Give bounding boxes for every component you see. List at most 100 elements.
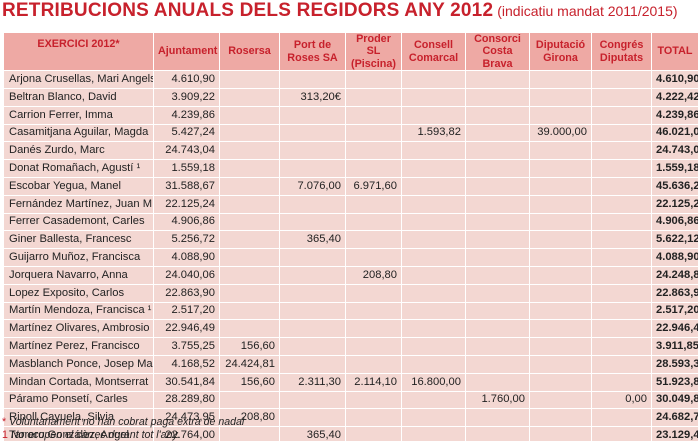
amount-cell: 28.289,80 [153, 390, 220, 410]
amount-cell [345, 88, 402, 107]
amount-cell [219, 426, 280, 441]
table-row: Casamitjana Aguilar, Magda 5.427,24 1.593,… [3, 123, 699, 143]
amount-cell [219, 283, 280, 303]
total-cell: 24.743,04 [651, 141, 699, 161]
amount-cell [345, 248, 402, 267]
amount-cell [529, 283, 592, 303]
total-cell: 4.239,86 [651, 105, 699, 125]
amount-cell [279, 265, 346, 285]
amount-cell: 30.541,84 [153, 372, 220, 392]
title-subtitle: (indicatiu mandat 2011/2015) [497, 3, 678, 19]
amount-cell [279, 390, 346, 410]
amount-cell [465, 177, 530, 196]
total-cell: 23.129,40 [651, 426, 699, 441]
amount-cell [345, 212, 402, 232]
amount-cell [529, 390, 592, 410]
footnote-2-text: No ocupen el càrrec durant tot l'any. [10, 428, 180, 441]
amount-cell: 313,20€ [279, 88, 346, 107]
table-row: Arjona Crusellas, Mari Angels 4.610,90 4.6… [3, 70, 699, 90]
amount-cell [465, 141, 530, 161]
regidor-name-cell: Martínez Olivares, Ambrosio [3, 319, 154, 339]
amount-cell: 4.610,90 [153, 70, 220, 90]
amount-cell [401, 88, 466, 107]
amount-cell: 22.863,90 [153, 283, 220, 303]
amount-cell [465, 319, 530, 339]
amount-cell [465, 426, 530, 441]
amount-cell [465, 70, 530, 90]
amount-cell [345, 301, 402, 321]
amount-cell [279, 123, 346, 143]
amount-cell [401, 354, 466, 374]
amount-cell [219, 319, 280, 339]
table-row: Tarrero González, Angel 22.764,00 365,40 23… [3, 426, 699, 441]
regidor-name-cell: Guijarro Muñoz, Francisca [3, 248, 154, 267]
amount-cell [529, 265, 592, 285]
amount-cell [465, 159, 530, 178]
amount-cell [591, 372, 652, 392]
table-row: Martínez Olivares, Ambrosio 22.946,49 22.9… [3, 319, 699, 339]
total-cell: 22.863,90 [651, 283, 699, 303]
amount-cell [401, 159, 466, 178]
amount-cell [591, 301, 652, 321]
table-row: Beltran Blanco, David 3.909,22 313,20€ 4.22… [3, 88, 699, 107]
total-cell: 5.622,12 [651, 230, 699, 250]
column-header: TOTAL [651, 31, 699, 72]
table-row: Giner Ballesta, Francesc 5.256,72 365,40 5.… [3, 230, 699, 250]
amount-cell: 3.909,22 [153, 88, 220, 107]
amount-cell: 7.076,00 [279, 177, 346, 196]
amount-cell [529, 319, 592, 339]
amount-cell [279, 141, 346, 161]
total-cell: 22.946,49 [651, 319, 699, 339]
amount-cell [465, 265, 530, 285]
regidor-name-cell: Giner Ballesta, Francesc [3, 230, 154, 250]
amount-cell: 156,60 [219, 337, 280, 356]
amount-cell: 0,00 [591, 390, 652, 410]
table-row: Ferrer Casademont, Carles 4.906,86 4.906,8… [3, 212, 699, 232]
amount-cell [465, 372, 530, 392]
amount-cell [591, 283, 652, 303]
amount-cell [465, 354, 530, 374]
column-header: Consell Comarcal [401, 31, 466, 72]
table-row: Jorquera Navarro, Anna 24.040,06 208,80 24.… [3, 265, 699, 285]
amount-cell: 4.906,86 [153, 212, 220, 232]
amount-cell [465, 337, 530, 356]
amount-cell [219, 301, 280, 321]
amount-cell: 2.517,20 [153, 301, 220, 321]
amount-cell [219, 88, 280, 107]
table-row: Páramo Ponsetí, Carles 28.289,80 1.760,00 0… [3, 390, 699, 410]
regidor-name-cell: Masblanch Ponce, Josep Maria [3, 354, 154, 374]
amount-cell [219, 141, 280, 161]
amount-cell: 16.800,00 [401, 372, 466, 392]
amount-cell [529, 337, 592, 356]
amount-cell [529, 248, 592, 267]
amount-cell [279, 283, 346, 303]
table-row: Donat Romañach, Agustí ¹ 1.559,18 1.559,18 [3, 159, 699, 178]
amount-cell [529, 88, 592, 107]
column-header: Ajuntament [153, 31, 220, 72]
amount-cell: 2.311,30 [279, 372, 346, 392]
amount-cell: 1.559,18 [153, 159, 220, 178]
title-main: RETRIBUCIONS ANUALS DELS REGIDORS ANY 20… [2, 0, 494, 21]
amount-cell [279, 408, 346, 428]
total-cell: 1.559,18 [651, 159, 699, 178]
amount-cell [219, 265, 280, 285]
column-header: Port de Roses SA [279, 31, 346, 72]
total-cell: 4.088,90 [651, 248, 699, 267]
amount-cell [529, 230, 592, 250]
page-title: RETRIBUCIONS ANUALS DELS REGIDORS ANY 20… [2, 0, 678, 26]
amount-cell [401, 283, 466, 303]
amount-cell: 156,60 [219, 372, 280, 392]
amount-cell [529, 354, 592, 374]
amount-cell [219, 230, 280, 250]
amount-cell [219, 248, 280, 267]
table-row: Carrion Ferrer, Imma 4.239,86 4.239,86 [3, 105, 699, 125]
table-header-row: EXERCICI 2012* Ajuntament Rosersa Port de R… [3, 31, 699, 72]
amount-cell [345, 159, 402, 178]
amount-cell [219, 177, 280, 196]
amount-cell [279, 194, 346, 214]
total-cell: 46.021,06 [651, 123, 699, 143]
amount-cell [279, 319, 346, 339]
amount-cell [529, 141, 592, 161]
